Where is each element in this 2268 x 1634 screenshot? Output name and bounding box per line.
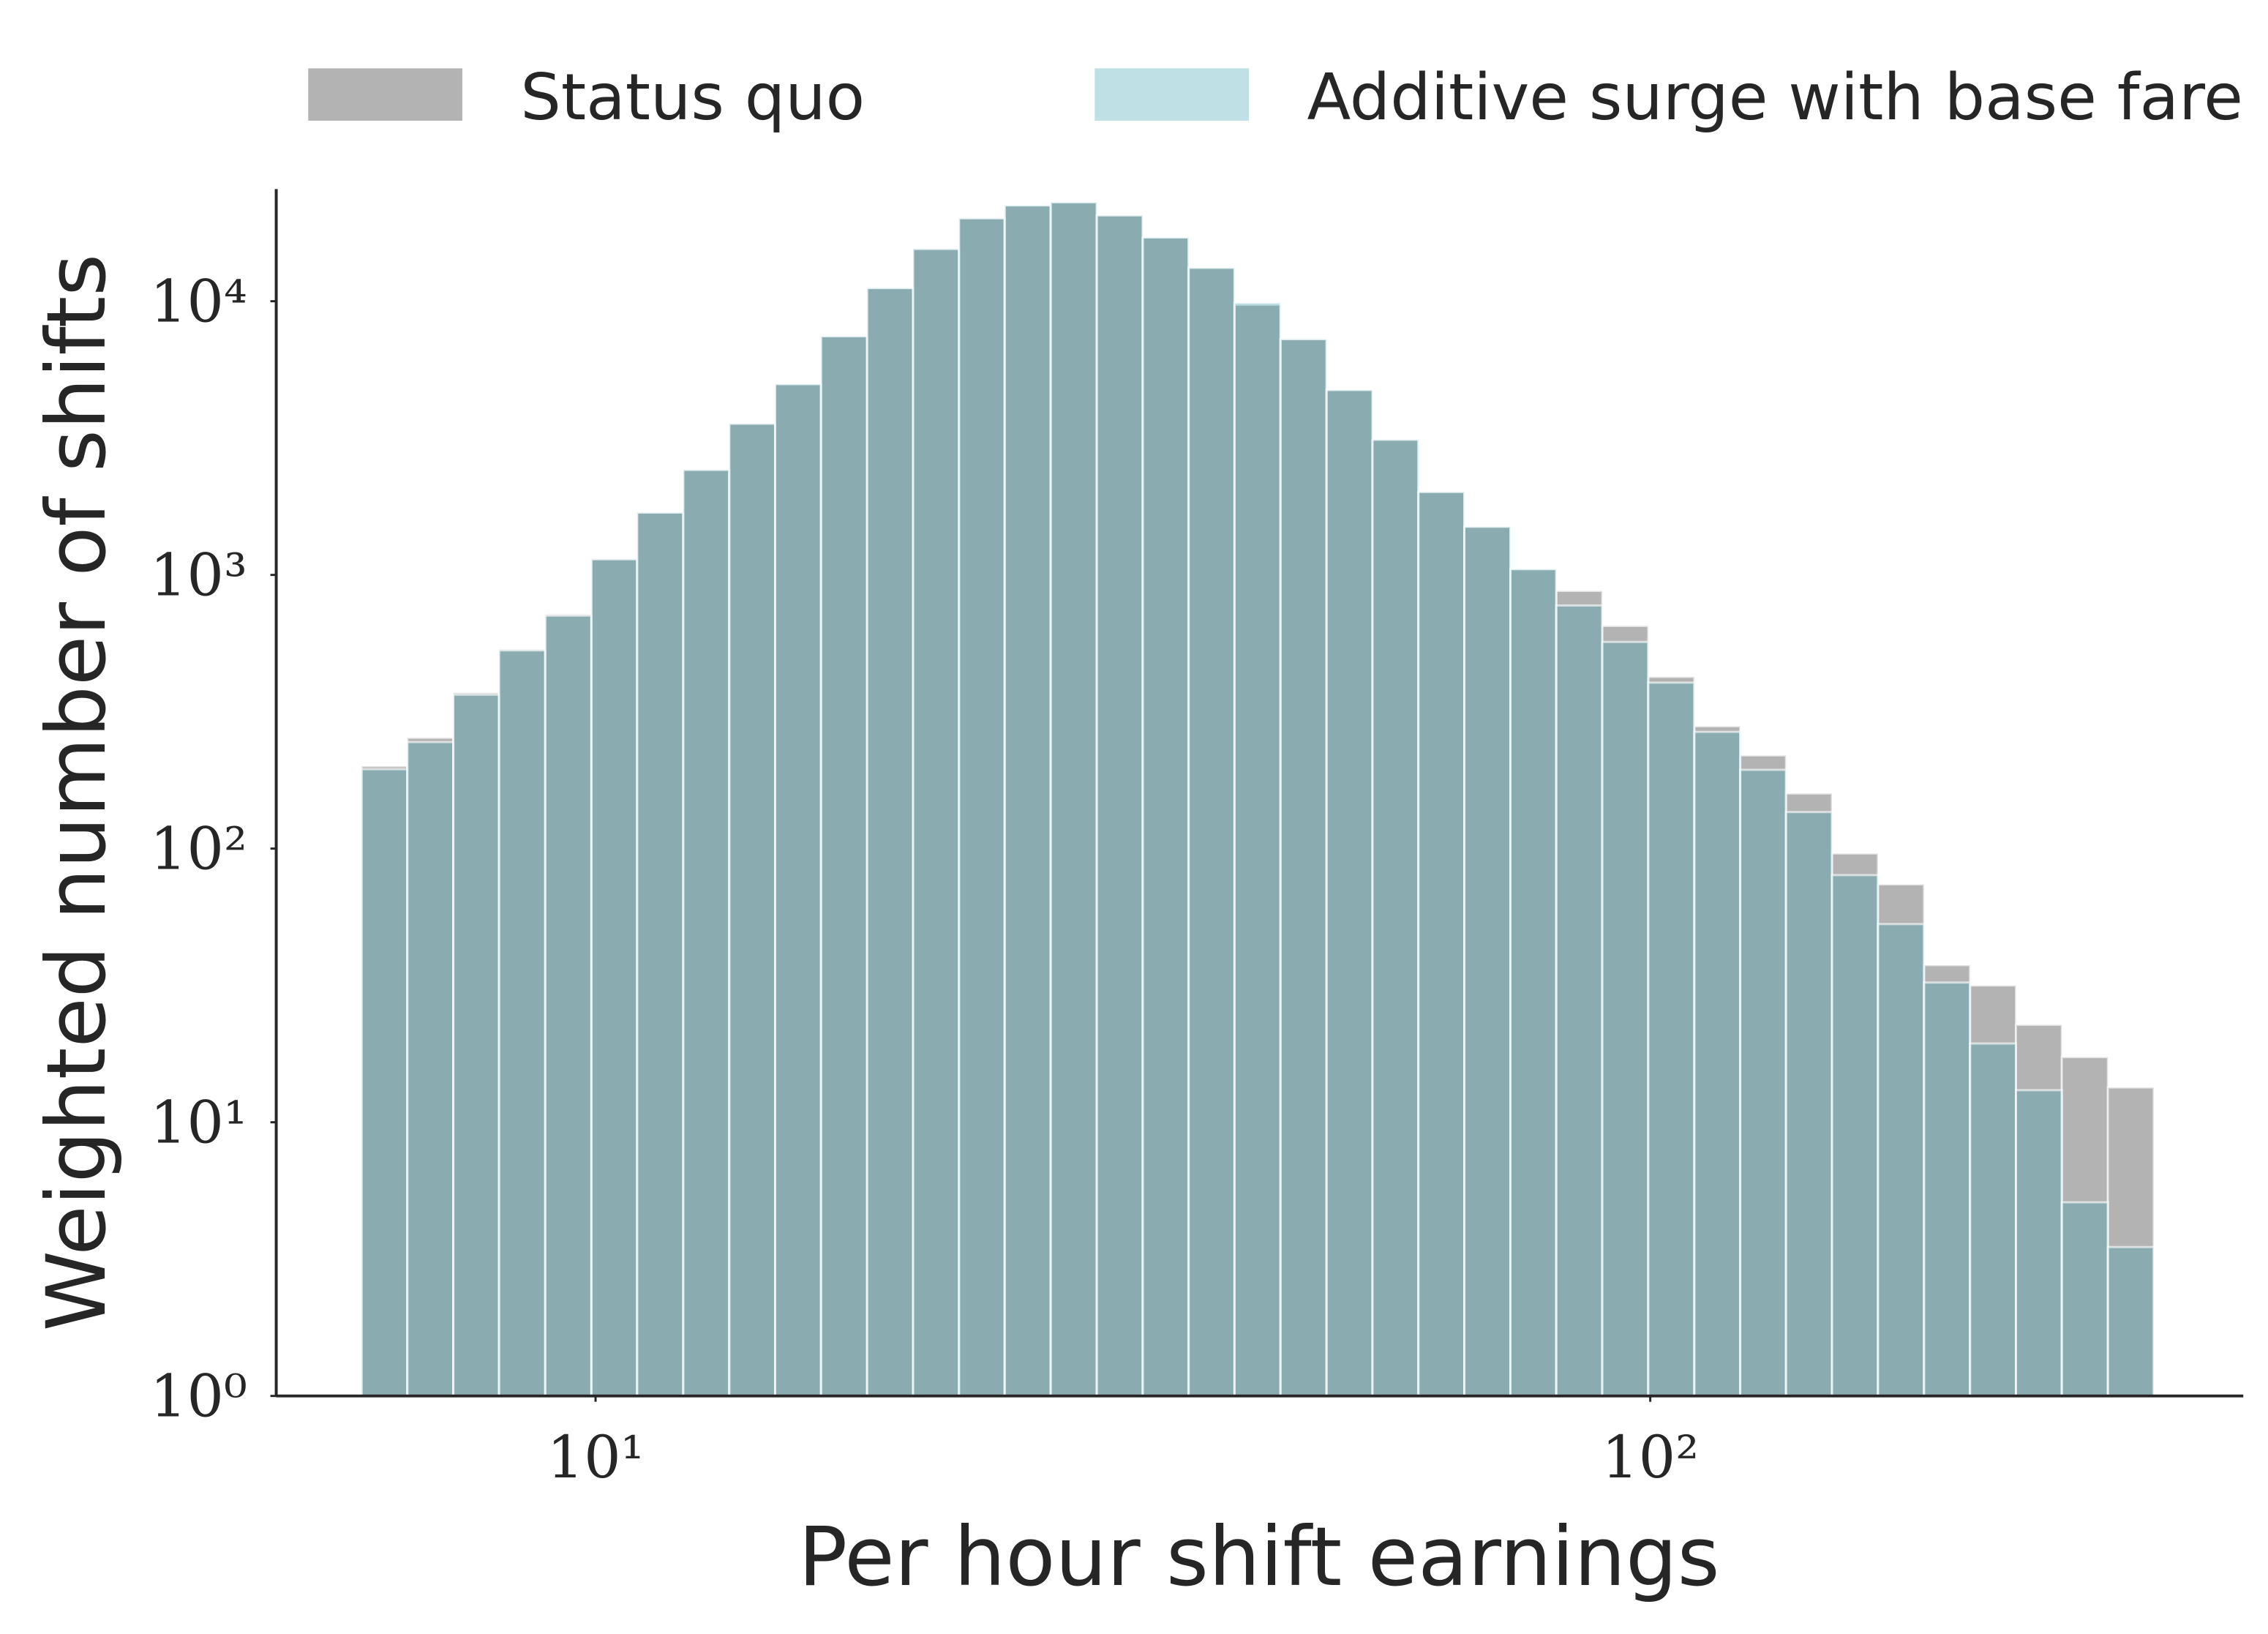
bar bbox=[2014, 1024, 2063, 1398]
bar bbox=[1371, 438, 1420, 1398]
bar bbox=[1601, 624, 1650, 1398]
bar bbox=[1371, 438, 1420, 1398]
bar bbox=[1601, 640, 1650, 1398]
bar bbox=[1049, 200, 1098, 1398]
bar bbox=[728, 422, 776, 1398]
bar bbox=[1877, 923, 1926, 1398]
bar bbox=[2014, 1089, 2063, 1398]
bar bbox=[1325, 389, 1374, 1398]
legend-swatch bbox=[1094, 68, 1249, 121]
bar bbox=[360, 768, 409, 1398]
y-tick-label: 10² bbox=[150, 814, 247, 882]
bar bbox=[912, 247, 961, 1398]
x-axis-title: Per hour shift earnings bbox=[798, 1510, 1720, 1605]
bar bbox=[1647, 681, 1696, 1398]
bar bbox=[452, 693, 500, 1398]
bar bbox=[636, 511, 685, 1398]
bar bbox=[1739, 754, 1787, 1398]
y-tick-label: 10¹ bbox=[150, 1089, 247, 1157]
bar bbox=[1923, 981, 1972, 1398]
y-tick-label: 10⁴ bbox=[150, 267, 247, 335]
y-axis-title: Weighted number of shifts bbox=[30, 254, 124, 1332]
bar bbox=[1187, 266, 1236, 1398]
bar bbox=[958, 217, 1006, 1398]
legend-label: Additive surge with base fare bbox=[1307, 60, 2242, 135]
bar bbox=[1141, 236, 1190, 1398]
bar bbox=[1463, 525, 1512, 1398]
legend-swatch bbox=[308, 68, 462, 121]
bar bbox=[1739, 768, 1787, 1398]
bar bbox=[590, 558, 639, 1398]
bar bbox=[819, 334, 868, 1398]
bar bbox=[773, 383, 822, 1398]
bar bbox=[544, 614, 593, 1398]
bar bbox=[865, 287, 915, 1398]
bar bbox=[406, 736, 455, 1398]
x-tick-label: 10¹ bbox=[547, 1423, 645, 1491]
y-tick-label: 10⁰ bbox=[150, 1363, 247, 1431]
bar bbox=[2106, 1245, 2155, 1398]
bar bbox=[2106, 1086, 2155, 1398]
bar bbox=[1095, 214, 1144, 1398]
y-tick-label: 10³ bbox=[150, 541, 247, 609]
legend-label: Status quo bbox=[520, 60, 865, 135]
bar bbox=[1233, 304, 1282, 1398]
bar bbox=[1693, 730, 1742, 1398]
bar bbox=[1279, 337, 1328, 1398]
bar bbox=[1233, 301, 1282, 1398]
bar bbox=[1279, 337, 1328, 1398]
bar bbox=[1509, 568, 1558, 1398]
bar bbox=[2060, 1201, 2109, 1398]
bar bbox=[1969, 984, 2017, 1398]
x-tick-label: 10² bbox=[1602, 1423, 1699, 1491]
bar bbox=[682, 468, 731, 1398]
bar bbox=[497, 649, 547, 1398]
bar bbox=[1830, 874, 1880, 1398]
bar bbox=[1187, 266, 1236, 1398]
bar bbox=[1647, 675, 1696, 1398]
bar bbox=[865, 287, 915, 1398]
bar bbox=[1784, 811, 1833, 1398]
bar bbox=[1417, 490, 1466, 1398]
bar bbox=[406, 741, 455, 1398]
bar bbox=[1969, 1042, 2017, 1398]
bar bbox=[1003, 204, 1052, 1398]
bar bbox=[1555, 604, 1604, 1398]
bar bbox=[773, 383, 822, 1398]
